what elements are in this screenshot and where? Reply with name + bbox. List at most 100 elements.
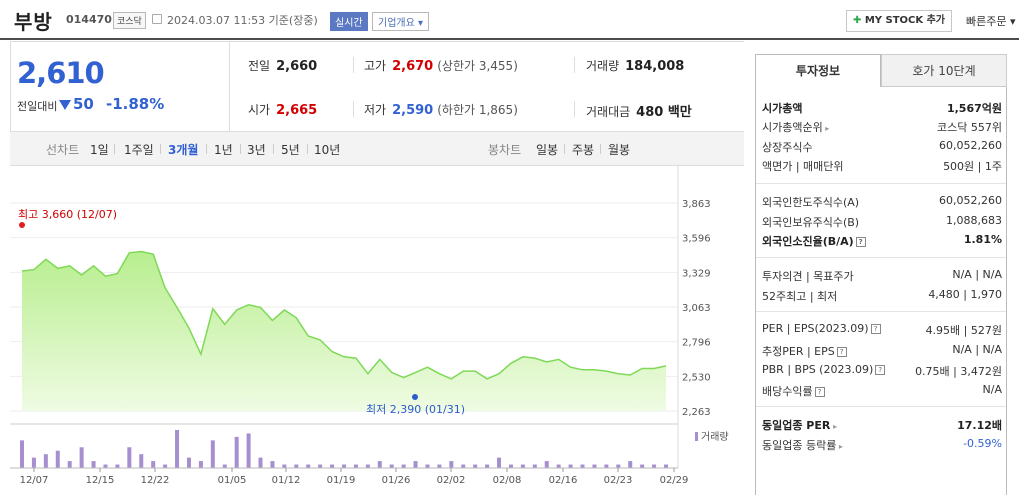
- stat-label: 전일: [248, 59, 271, 73]
- tab-3y[interactable]: 3년: [247, 143, 266, 157]
- volume-bar: [342, 464, 346, 468]
- stat-low: 저가 2,590 (하한가 1,865): [364, 101, 518, 118]
- info-row: 외국인소진율(B/A)? 1.81%: [762, 233, 1002, 251]
- candle-chart-label: 봉차트: [488, 143, 522, 157]
- volume-bar: [234, 436, 239, 468]
- down-triangle-icon: [59, 100, 71, 110]
- stat-open: 시가 2,665: [248, 101, 317, 118]
- volume-legend: 거래량: [701, 431, 729, 443]
- info-key: 추정PER | EPS?: [762, 343, 847, 359]
- info-key-text: 52주최고 | 최저: [762, 290, 838, 303]
- volume-bar: [485, 464, 490, 468]
- volume-bar: [473, 464, 478, 468]
- tab-1d[interactable]: 1일: [90, 143, 109, 157]
- chevron-right-icon[interactable]: ▸: [836, 442, 843, 451]
- price-change-pct: -1.88%: [106, 95, 165, 113]
- tab-10y[interactable]: 10년: [314, 143, 341, 157]
- info-value: 1,567억원: [946, 102, 1002, 115]
- price-stats: 전일 2,660 고가 2,670 (상한가 3,455) 거래량 184,008 시가…: [230, 41, 744, 132]
- info-key: PER | EPS(2023.09)?: [762, 322, 881, 335]
- volume-bar: [318, 464, 323, 468]
- tab-3m[interactable]: 3개월: [168, 143, 199, 157]
- min-label: 최저 2,390 (01/31): [366, 403, 465, 416]
- help-icon[interactable]: ?: [875, 365, 886, 375]
- info-key: 동일업종 등락률 ▸: [762, 437, 843, 453]
- stat-volume: 거래량 184,008: [586, 57, 684, 74]
- tab-invest-info[interactable]: 투자정보: [755, 54, 881, 87]
- stat-value: 2,590: [392, 103, 434, 118]
- tab-weekly[interactable]: 주봉: [572, 143, 595, 157]
- y-tick-label: 3,329: [682, 268, 711, 279]
- info-key: 시가총액: [762, 100, 802, 116]
- clock-icon: [152, 14, 162, 24]
- help-icon[interactable]: ?: [855, 237, 866, 247]
- help-icon[interactable]: ?: [870, 324, 881, 334]
- info-key-text: PER | EPS(2023.09): [762, 322, 869, 335]
- tab-1w[interactable]: 1주일: [124, 143, 154, 157]
- volume-bar: [461, 464, 466, 468]
- x-tick-label: 02/02: [437, 475, 466, 486]
- info-value: N/A: [982, 383, 1002, 396]
- volume-bar: [163, 464, 168, 468]
- x-tick-label: 12/15: [86, 475, 115, 486]
- volume-bar: [270, 461, 275, 468]
- stock-header: 부방 014470 코스닥 2024.03.07 11:53 기준(장중) 실시…: [0, 0, 1019, 40]
- info-key-text: 시가총액: [762, 102, 803, 115]
- info-row: 상장주식수 60,052,260: [762, 139, 1002, 157]
- info-value: -0.59%: [963, 437, 1002, 450]
- quick-order-link[interactable]: 빠른주문 ▾: [966, 13, 1016, 29]
- tab-hoga-10[interactable]: 호가 10단계: [881, 54, 1007, 87]
- chevron-right-icon[interactable]: ▸: [830, 422, 838, 431]
- volume-bar: [580, 464, 585, 468]
- volume-bar: [246, 433, 251, 468]
- volume-bar: [31, 457, 36, 468]
- plus-icon: ✚: [852, 15, 862, 26]
- stat-label: 고가: [364, 59, 387, 73]
- volume-bar: [401, 464, 406, 468]
- divider: [574, 101, 575, 117]
- volume-bar: [556, 464, 561, 468]
- info-key-text: 시가총액순위: [762, 121, 823, 134]
- y-tick-label: 3,863: [682, 199, 711, 210]
- tab-5y[interactable]: 5년: [281, 143, 300, 157]
- divider: [307, 144, 308, 154]
- stock-code: 014470: [66, 13, 112, 26]
- info-value: 60,052,260: [939, 194, 1002, 207]
- help-icon[interactable]: ?: [836, 347, 847, 357]
- stock-name: 부방: [14, 10, 53, 34]
- info-key-text: 외국인보유주식수(B): [762, 216, 860, 229]
- info-value: 코스닥 557위: [937, 121, 1002, 134]
- divider: [273, 144, 274, 154]
- volume-bar: [222, 464, 227, 468]
- volume-bar: [389, 464, 394, 468]
- info-value: 4,480 | 1,970: [928, 288, 1002, 301]
- volume-bar: [425, 464, 430, 468]
- divider: [756, 257, 1006, 258]
- tab-monthly[interactable]: 월봉: [608, 143, 631, 157]
- corp-info-dropdown[interactable]: 기업개요 ▾: [372, 12, 430, 31]
- info-key-text: 배당수익률: [762, 385, 813, 398]
- volume-bar: [43, 454, 48, 468]
- chevron-down-icon: ▾: [1009, 15, 1016, 28]
- add-mystock-button[interactable]: ✚ MY STOCK 추가: [846, 10, 952, 32]
- stat-high: 고가 2,670 (상한가 3,455): [364, 57, 518, 74]
- volume-bar: [413, 461, 418, 468]
- chevron-right-icon[interactable]: ▸: [822, 124, 830, 133]
- info-row: 동일업종 PER ▸ 17.12배: [762, 417, 1002, 435]
- x-tick-label: 01/05: [218, 475, 247, 486]
- help-icon[interactable]: ?: [814, 387, 825, 397]
- tab-daily[interactable]: 일봉: [536, 143, 559, 157]
- info-value: 1,088,683: [946, 214, 1002, 227]
- x-tick-label: 02/23: [604, 475, 633, 486]
- x-tick-label: 02/16: [549, 475, 578, 486]
- tab-1y[interactable]: 1년: [214, 143, 233, 157]
- volume-bar: [568, 464, 573, 468]
- mystock-label: MY STOCK 추가: [864, 15, 946, 26]
- stat-label: 저가: [364, 103, 387, 117]
- realtime-button[interactable]: 실시간: [330, 12, 368, 31]
- x-tick-label: 01/19: [327, 475, 356, 486]
- divider: [600, 144, 601, 154]
- volume-bar: [330, 464, 335, 468]
- info-key-text: 상장주식수: [762, 141, 813, 154]
